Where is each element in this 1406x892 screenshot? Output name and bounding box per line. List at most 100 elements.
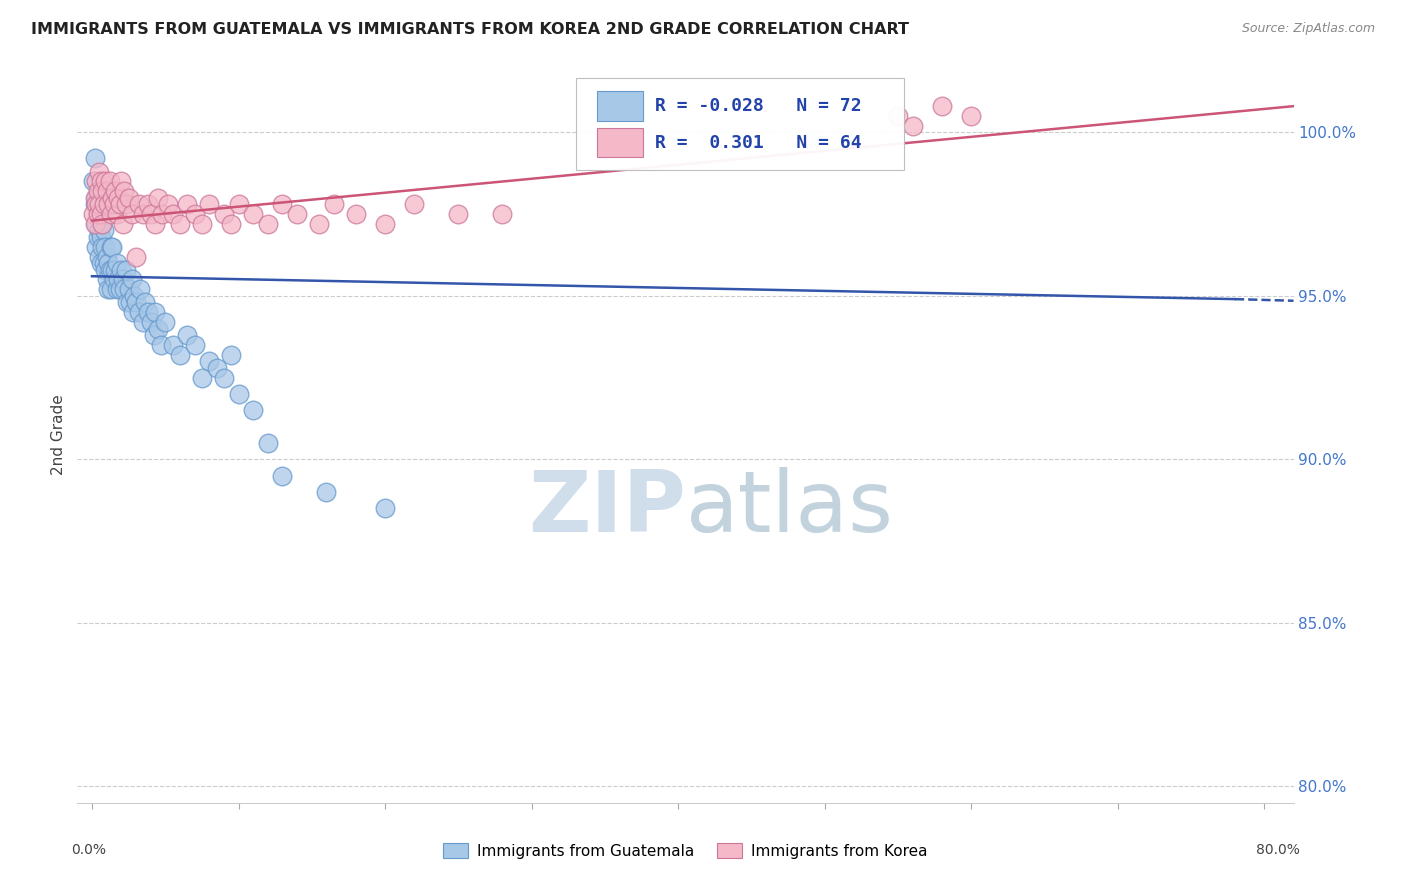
Point [121, 207, 143, 221]
Point [121, 272, 143, 286]
Point [344, 207, 367, 221]
Point [228, 197, 250, 211]
Point [90, 230, 112, 244]
Point [87, 207, 110, 221]
Point [212, 207, 235, 221]
Point [150, 207, 173, 221]
Point [108, 282, 131, 296]
Point [374, 501, 396, 516]
Point [86, 191, 108, 205]
Point [91, 184, 114, 198]
Point [157, 197, 180, 211]
Point [169, 348, 191, 362]
Point [120, 295, 142, 310]
Point [93, 256, 115, 270]
Point [96, 250, 118, 264]
Point [107, 191, 129, 205]
Point [176, 197, 198, 211]
Point [89, 223, 111, 237]
Point [101, 191, 124, 205]
Point [901, 119, 924, 133]
Point [183, 207, 205, 221]
Point [105, 207, 128, 221]
Point [271, 197, 294, 211]
Point [128, 305, 150, 319]
Text: Source: ZipAtlas.com: Source: ZipAtlas.com [1241, 22, 1375, 36]
Point [100, 207, 122, 221]
Point [82, 207, 104, 221]
Point [93, 197, 115, 211]
Legend: Immigrants from Guatemala, Immigrants from Korea: Immigrants from Guatemala, Immigrants fr… [437, 838, 934, 865]
Point [97, 197, 120, 211]
Point [143, 305, 166, 319]
Point [887, 109, 910, 123]
Point [112, 184, 135, 198]
Point [96, 272, 118, 286]
Point [94, 240, 117, 254]
Point [91, 240, 114, 254]
Point [114, 197, 136, 211]
Point [86, 217, 108, 231]
Point [931, 99, 953, 113]
Point [124, 289, 146, 303]
Text: 0.0%: 0.0% [72, 843, 107, 857]
Point [228, 387, 250, 401]
Point [256, 436, 278, 450]
Point [198, 354, 221, 368]
Point [176, 328, 198, 343]
Point [125, 295, 148, 310]
Point [87, 184, 110, 198]
Point [285, 207, 308, 221]
Point [89, 197, 111, 211]
Point [107, 272, 129, 286]
Point [104, 262, 127, 277]
Point [94, 174, 117, 188]
Point [84, 197, 107, 211]
Point [112, 282, 135, 296]
Point [212, 370, 235, 384]
Point [108, 197, 131, 211]
Point [91, 217, 114, 231]
Point [96, 184, 118, 198]
Point [132, 315, 155, 329]
Point [960, 109, 983, 123]
Point [242, 403, 264, 417]
Point [87, 207, 110, 221]
Point [183, 338, 205, 352]
Point [84, 191, 107, 205]
FancyBboxPatch shape [596, 128, 643, 157]
Point [104, 184, 127, 198]
Point [242, 207, 264, 221]
Point [97, 256, 120, 270]
Point [101, 262, 124, 277]
Point [103, 272, 125, 286]
Point [142, 328, 165, 343]
Point [114, 262, 136, 277]
Point [111, 272, 134, 286]
Point [84, 152, 107, 166]
Point [98, 262, 121, 277]
Point [491, 207, 513, 221]
Point [136, 305, 159, 319]
Point [90, 174, 112, 188]
Point [132, 207, 155, 221]
Point [90, 256, 112, 270]
Point [86, 240, 108, 254]
Point [110, 262, 132, 277]
Text: IMMIGRANTS FROM GUATEMALA VS IMMIGRANTS FROM KOREA 2ND GRADE CORRELATION CHART: IMMIGRANTS FROM GUATEMALA VS IMMIGRANTS … [31, 22, 908, 37]
Point [89, 184, 111, 198]
Point [198, 197, 221, 211]
Point [82, 174, 104, 188]
Point [115, 295, 138, 310]
Point [191, 370, 214, 384]
Point [315, 485, 337, 500]
FancyBboxPatch shape [576, 78, 904, 170]
Point [219, 217, 242, 231]
Point [86, 174, 108, 188]
Point [205, 360, 228, 375]
Point [86, 197, 108, 211]
Point [100, 282, 122, 296]
Point [129, 282, 152, 296]
Text: R =  0.301   N = 64: R = 0.301 N = 64 [655, 134, 862, 152]
Point [219, 348, 242, 362]
